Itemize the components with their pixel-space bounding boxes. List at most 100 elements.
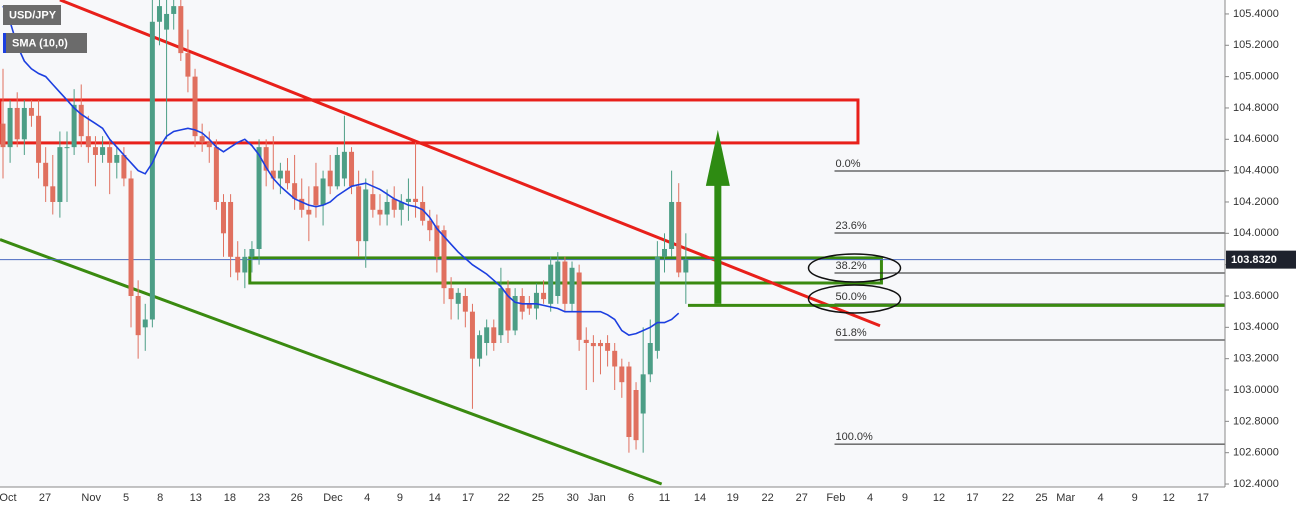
x-tick-label: 25 <box>532 492 544 504</box>
fib-label: 23.6% <box>835 220 866 232</box>
x-tick-label: 27 <box>796 492 808 504</box>
candle-body <box>640 374 646 414</box>
legend-indicator: SMA (10,0) <box>12 37 68 49</box>
candle-body <box>448 288 454 300</box>
candle-body <box>469 311 475 359</box>
candle-body <box>220 201 226 234</box>
candle-body <box>327 170 333 187</box>
legend: USD/JPY SMA (10,0) <box>3 5 87 53</box>
x-tick-label: Feb <box>826 492 845 504</box>
x-tick-label: Dec <box>323 492 343 504</box>
x-tick-label: 30 <box>567 492 579 504</box>
fib-circle <box>807 284 902 314</box>
fib-circle <box>807 253 902 283</box>
x-tick-label: 17 <box>966 492 978 504</box>
candle-body <box>569 267 575 304</box>
candle-body <box>683 259 689 273</box>
candle-body <box>320 178 326 206</box>
x-tick-label: 4 <box>867 492 873 504</box>
candle-body <box>178 6 184 54</box>
legend-indicator-box <box>3 33 87 53</box>
candle-body <box>363 189 369 242</box>
candle-body <box>533 292 539 309</box>
candle-body <box>28 107 34 116</box>
candle-body <box>213 147 219 202</box>
x-tick-label: 9 <box>1132 492 1138 504</box>
y-tick-label: 103.4000 <box>1233 321 1279 333</box>
candle-body <box>605 342 611 351</box>
fib-label: 38.2% <box>835 260 866 272</box>
candle-body <box>171 6 177 14</box>
candle-body <box>498 288 504 336</box>
candle-body <box>455 292 461 304</box>
x-tick-label: Mar <box>1056 492 1075 504</box>
y-tick-label: 102.4000 <box>1233 478 1279 490</box>
candle-body <box>384 201 390 215</box>
x-tick-label: 18 <box>224 492 236 504</box>
x-tick-label: 9 <box>397 492 403 504</box>
candle-body <box>356 186 362 242</box>
candle-body <box>156 6 162 22</box>
x-tick-label: Oct <box>0 492 17 504</box>
fib-label: 0.0% <box>835 158 860 170</box>
candle-body <box>626 366 632 438</box>
candle-body <box>413 198 419 202</box>
candle-body <box>14 107 20 140</box>
candle-body <box>142 319 148 328</box>
candle-body <box>242 256 248 273</box>
candle-body <box>7 107 13 148</box>
candle-body <box>654 256 660 351</box>
candle-body <box>391 198 397 210</box>
candle-body <box>541 292 547 300</box>
x-tick-label: 22 <box>1002 492 1014 504</box>
candle-body <box>398 201 404 210</box>
x-tick-label: 25 <box>1035 492 1047 504</box>
fib-label: 100.0% <box>835 431 873 443</box>
candle-body <box>562 261 568 304</box>
candle-body <box>263 147 269 171</box>
candle-body <box>270 170 276 179</box>
candle-body <box>192 76 198 137</box>
candle-body <box>50 186 56 202</box>
candle-body <box>377 209 383 215</box>
candle-body <box>427 220 433 231</box>
candle-body <box>334 154 340 187</box>
candle-body <box>477 335 483 359</box>
fib-label: 61.8% <box>835 327 866 339</box>
trendline <box>59 0 881 328</box>
x-tick-label: 14 <box>429 492 441 504</box>
x-tick-label: 22 <box>762 492 774 504</box>
legend-indicator-swatch <box>3 33 6 53</box>
candle-body <box>313 186 319 206</box>
x-tick-label: 17 <box>1197 492 1209 504</box>
x-tick-label: 11 <box>659 492 670 504</box>
candle-body <box>78 104 84 137</box>
candle-body <box>43 162 49 187</box>
candle-body <box>597 342 603 347</box>
candle-body <box>206 142 212 148</box>
y-tick-label: 105.0000 <box>1233 71 1279 83</box>
candle-body <box>661 248 667 257</box>
y-tick-label: 104.0000 <box>1233 227 1279 239</box>
candle-body <box>548 264 554 304</box>
candle-body <box>128 178 134 296</box>
candle-body <box>292 183 298 199</box>
candle-body <box>441 230 447 289</box>
candle-body <box>306 209 312 215</box>
x-tick-label: 5 <box>123 492 129 504</box>
x-tick-label: 27 <box>39 492 51 504</box>
y-tick-label: 104.8000 <box>1233 102 1279 114</box>
x-tick-label: 13 <box>190 492 202 504</box>
candle-body <box>71 104 77 148</box>
candle-body <box>121 154 127 179</box>
candle-body <box>512 295 518 331</box>
candle-body <box>92 147 98 155</box>
x-tick-label: 23 <box>258 492 270 504</box>
legend-symbol: USD/JPY <box>9 9 57 21</box>
candle-body <box>484 327 490 343</box>
plot-background <box>0 0 1225 487</box>
candle-body <box>249 248 255 257</box>
candle-body <box>633 390 639 441</box>
candle-body <box>235 256 241 273</box>
candle-body <box>36 115 42 163</box>
